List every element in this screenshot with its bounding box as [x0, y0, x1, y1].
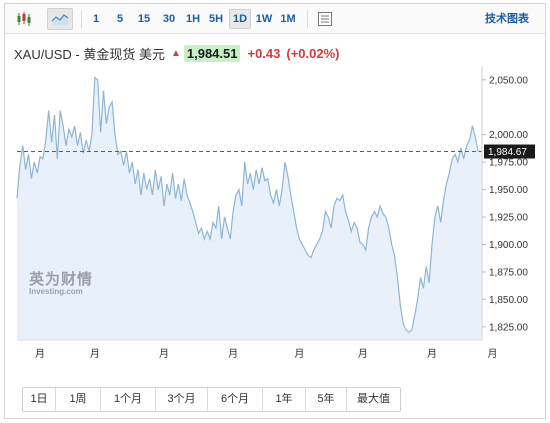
- y-tick-label: 1,875.00: [489, 267, 528, 278]
- chart-toolbar: 1 5 15 30 1H 5H 1D 1W 1M 技术图表: [5, 4, 545, 34]
- range-max-button[interactable]: 最大值: [357, 393, 390, 405]
- price-change-percent: (+0.02%): [286, 45, 340, 61]
- y-tick-label: 2,000.00: [489, 130, 528, 141]
- range-1y-button[interactable]: 1年: [263, 388, 306, 411]
- interval-1-button[interactable]: 1: [92, 13, 100, 25]
- price-change: +0.43: [247, 45, 281, 61]
- range-5y-button[interactable]: 5年: [306, 388, 347, 411]
- range-1w-button[interactable]: 1周: [56, 388, 101, 411]
- interval-1h-button[interactable]: 1H: [185, 13, 201, 25]
- investing-watermark: 英为财情 Investing.com: [29, 272, 93, 296]
- range-selector: 1日 1周 1个月 3个月 6个月 1年 5年 最大值: [22, 387, 401, 412]
- y-tick-label: 1,975.00: [489, 158, 528, 169]
- range-1d-button[interactable]: 1日: [23, 388, 56, 411]
- toolbar-divider: [307, 10, 308, 28]
- instrument-name: XAU/USD - 黄金现货 美元: [14, 46, 165, 62]
- area-chart-button[interactable]: [47, 8, 73, 30]
- x-tick-label: 月: [35, 348, 45, 360]
- y-tick-label: 1,950.00: [489, 185, 528, 196]
- interval-15-button[interactable]: 15: [137, 13, 151, 25]
- y-tick-label: 1,850.00: [489, 295, 528, 306]
- price-area-fill: [17, 77, 481, 340]
- toolbar-divider: [81, 10, 82, 28]
- last-price: 1,984.51: [183, 44, 241, 62]
- up-arrow-icon: ▲: [170, 47, 181, 59]
- x-tick-label: 月: [427, 348, 437, 360]
- range-1m-button[interactable]: 1个月: [101, 388, 156, 411]
- price-chart[interactable]: 2,050.00 2,000.00 1,975.00 1,950.00 1,925.00…: [5, 4, 545, 374]
- range-6m-button[interactable]: 6个月: [208, 388, 263, 411]
- x-tick-label: 月: [358, 348, 368, 360]
- current-price-tag: 1,984.67: [484, 144, 535, 159]
- candlestick-icon: [17, 12, 31, 26]
- y-tick-label: 2,050.00: [489, 75, 528, 86]
- x-tick-label: 月: [90, 348, 100, 360]
- candlestick-chart-button[interactable]: [11, 8, 37, 30]
- interval-5-button[interactable]: 5: [116, 13, 124, 25]
- interval-1w-button[interactable]: 1W: [255, 13, 273, 25]
- document-list-icon: [318, 12, 332, 26]
- interval-1m-button[interactable]: 1M: [280, 13, 296, 25]
- chart-widget: 1 5 15 30 1H 5H 1D 1W 1M 技术图表 XAU/USD - …: [4, 3, 546, 419]
- interval-5h-button[interactable]: 5H: [208, 13, 224, 25]
- area-chart-icon: [51, 14, 69, 25]
- x-tick-label: 月: [294, 348, 304, 360]
- technical-chart-link[interactable]: 技术图表: [485, 13, 529, 25]
- x-tick-label: 月: [488, 348, 498, 360]
- watermark-cn: 英为财情: [29, 271, 94, 288]
- y-tick-label: 1,925.00: [489, 213, 528, 224]
- y-tick-label: 1,900.00: [489, 240, 528, 251]
- range-3m-button[interactable]: 3个月: [156, 388, 208, 411]
- y-tick-label: 1,825.00: [489, 322, 528, 333]
- x-tick-label: 月: [159, 348, 169, 360]
- interval-1d-button[interactable]: 1D: [229, 9, 251, 29]
- watermark-en: Investing.com: [29, 287, 83, 296]
- price-line: [16, 76, 482, 334]
- x-tick-label: 月: [228, 348, 238, 360]
- indicators-button[interactable]: [312, 8, 338, 30]
- quote-header: XAU/USD - 黄金现货 美元 ▲ 1,984.51 +0.43 (+0.0…: [14, 43, 340, 63]
- interval-30-button[interactable]: 30: [162, 13, 176, 25]
- current-price-label: 1,984.67: [488, 147, 527, 158]
